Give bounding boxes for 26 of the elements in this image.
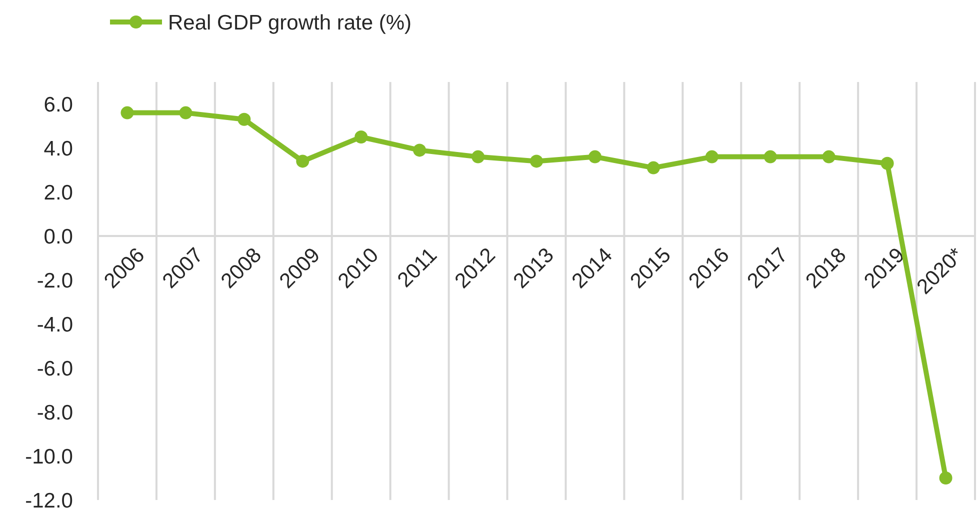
- point: [238, 112, 251, 126]
- point: [764, 150, 777, 164]
- y-tick-label: -4.0: [36, 313, 73, 336]
- point: [120, 106, 134, 120]
- y-tick-label: -10.0: [25, 445, 73, 468]
- point: [179, 106, 192, 120]
- point: [354, 130, 368, 144]
- y-tick-label: 6.0: [44, 93, 73, 116]
- point: [822, 150, 836, 164]
- point: [296, 154, 310, 168]
- y-tick-label: 4.0: [44, 137, 73, 160]
- y-tick-label: -8.0: [36, 401, 73, 424]
- legend-label: Real GDP growth rate (%): [168, 11, 412, 34]
- y-tick-label: 2.0: [44, 181, 73, 204]
- y-tick-label: -12.0: [25, 489, 73, 511]
- point: [880, 156, 894, 170]
- point: [588, 150, 602, 164]
- point: [472, 150, 485, 164]
- point: [413, 144, 426, 157]
- y-tick-label: 0.0: [44, 225, 73, 248]
- y-tick-label: -2.0: [36, 269, 73, 292]
- point: [530, 154, 543, 168]
- y-tick-label: -6.0: [36, 357, 73, 380]
- point: [705, 150, 718, 164]
- point: [939, 472, 952, 484]
- point: [646, 161, 660, 174]
